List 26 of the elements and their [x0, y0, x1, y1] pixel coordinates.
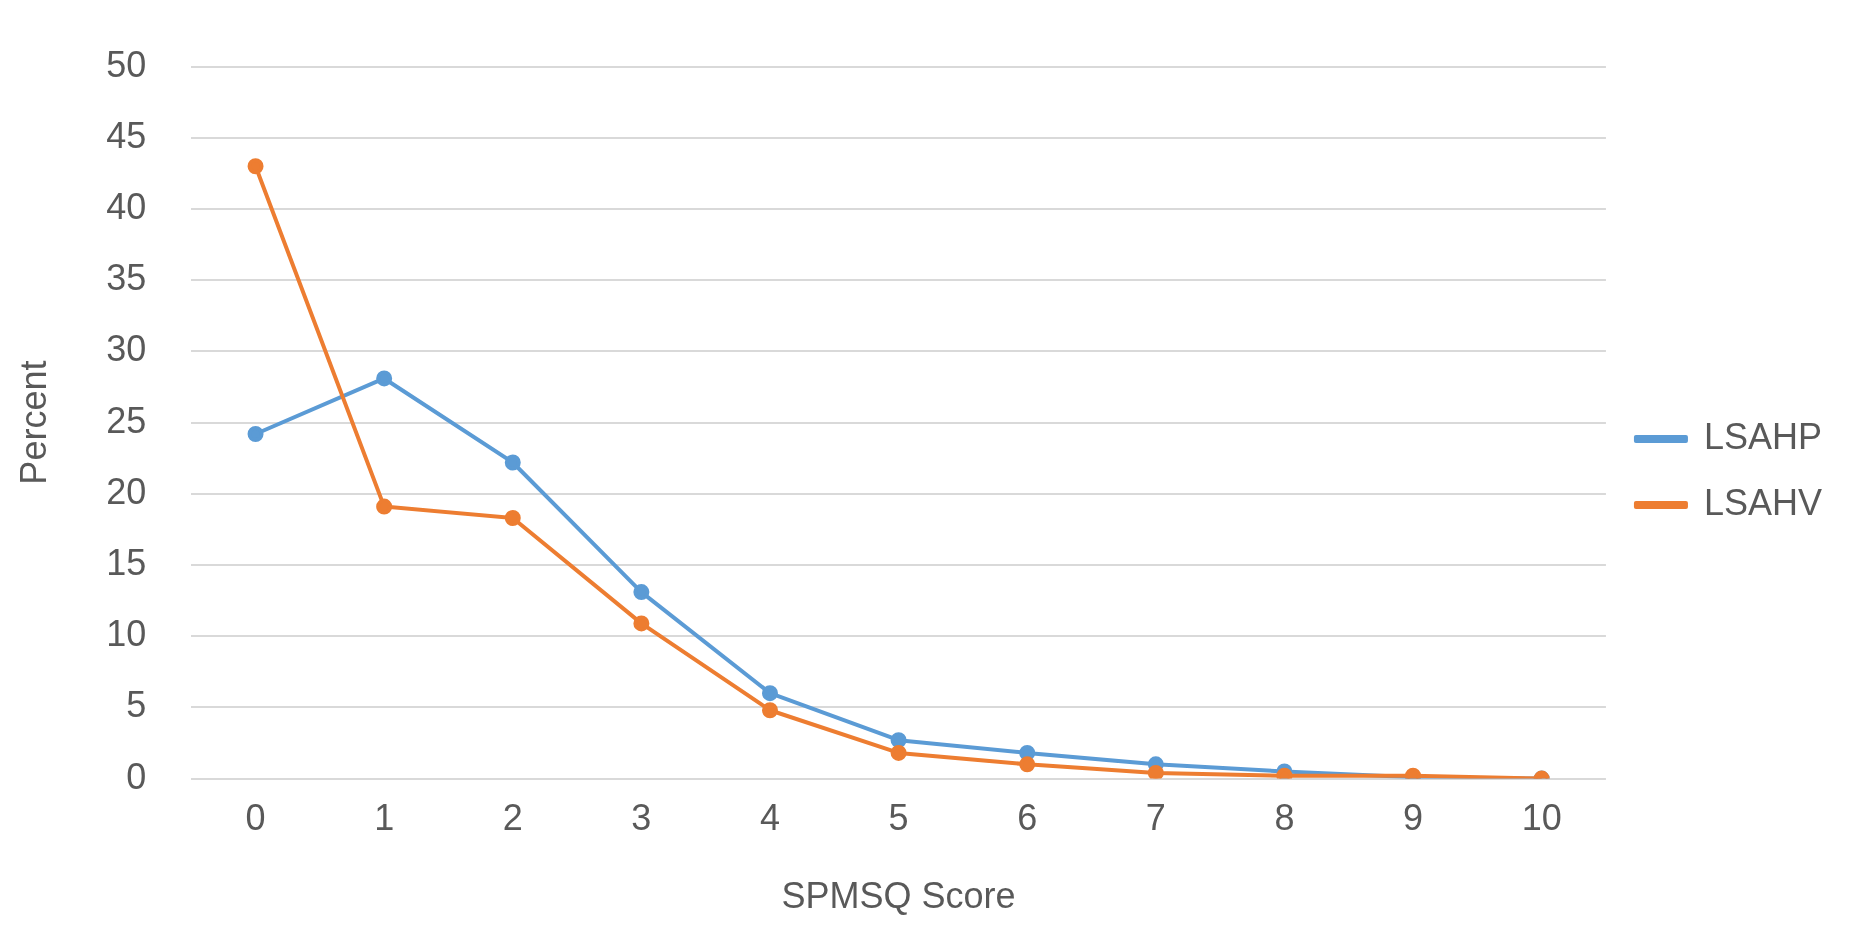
x-tick-label: 6: [1017, 797, 1038, 839]
y-tick-label: 40: [106, 185, 147, 227]
x-tick-label: 4: [759, 797, 780, 839]
y-tick-label: 25: [106, 399, 147, 441]
y-tick-label: 5: [126, 684, 147, 726]
legend-label: LSAHP: [1703, 415, 1823, 457]
y-tick-label: 20: [106, 470, 147, 512]
y-tick-label: 50: [106, 43, 147, 85]
y-tick-label: 45: [106, 114, 147, 156]
x-tick-label: 8: [1274, 797, 1295, 839]
y-tick-label: 0: [126, 755, 147, 797]
x-tick-label: 2: [502, 797, 523, 839]
x-tick-label: 5: [888, 797, 909, 839]
x-tick-label: 9: [1403, 797, 1424, 839]
x-tick-label: 3: [631, 797, 652, 839]
y-tick-label: 30: [106, 328, 147, 370]
legend-label: LSAHV: [1703, 481, 1823, 523]
y-tick-label: 15: [106, 541, 147, 583]
x-axis-title: SPMSQ Score: [781, 875, 1016, 917]
x-tick-label: 1: [374, 797, 395, 839]
x-tick-label: 0: [245, 797, 266, 839]
x-tick-label: 7: [1145, 797, 1166, 839]
y-tick-label: 35: [106, 257, 147, 299]
y-tick-label: 10: [106, 613, 147, 655]
x-tick-label: 10: [1521, 797, 1562, 839]
y-axis-title: Percent: [12, 360, 54, 485]
